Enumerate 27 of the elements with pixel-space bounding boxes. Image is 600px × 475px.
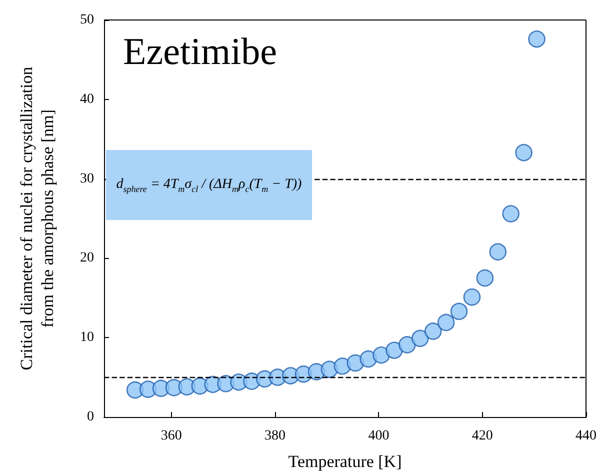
y-tick-label: 50 xyxy=(80,12,94,28)
y-axis-title: Critical diameter of nuclei for crystallization from the amorphous phase [nm] xyxy=(17,66,57,370)
point xyxy=(476,269,494,287)
point xyxy=(386,342,403,359)
point xyxy=(528,30,546,48)
point xyxy=(437,314,455,332)
y-tick-label: 0 xyxy=(87,410,94,424)
point xyxy=(398,336,416,354)
y-tick-label: 30 xyxy=(80,171,94,186)
y-tick-label: 40 xyxy=(80,92,94,107)
x-tick-label: 380 xyxy=(264,428,286,444)
point xyxy=(463,288,481,306)
point xyxy=(450,302,468,320)
y-tick-label: 10 xyxy=(80,330,94,346)
chart-title: Ezetimibe xyxy=(123,31,278,73)
x-tick-label: 400 xyxy=(368,428,390,444)
point xyxy=(424,322,442,340)
x-tick-label: 420 xyxy=(472,428,493,444)
x-axis-title: Temperature [K] xyxy=(288,452,402,471)
point xyxy=(515,144,532,162)
y-tick-label: 20 xyxy=(80,250,94,266)
x-tick-label: 360 xyxy=(160,428,182,444)
x-tick-label: 440 xyxy=(576,428,596,444)
point xyxy=(412,330,429,348)
point xyxy=(502,205,520,222)
point xyxy=(489,243,507,260)
formula-box: d$_{sphere}$ = 4T$_{m}$σ$_{cl}$ / (ΔH$_{m}$ρ$_{c}$(T$_{m}$ − T)) xyxy=(106,150,312,220)
